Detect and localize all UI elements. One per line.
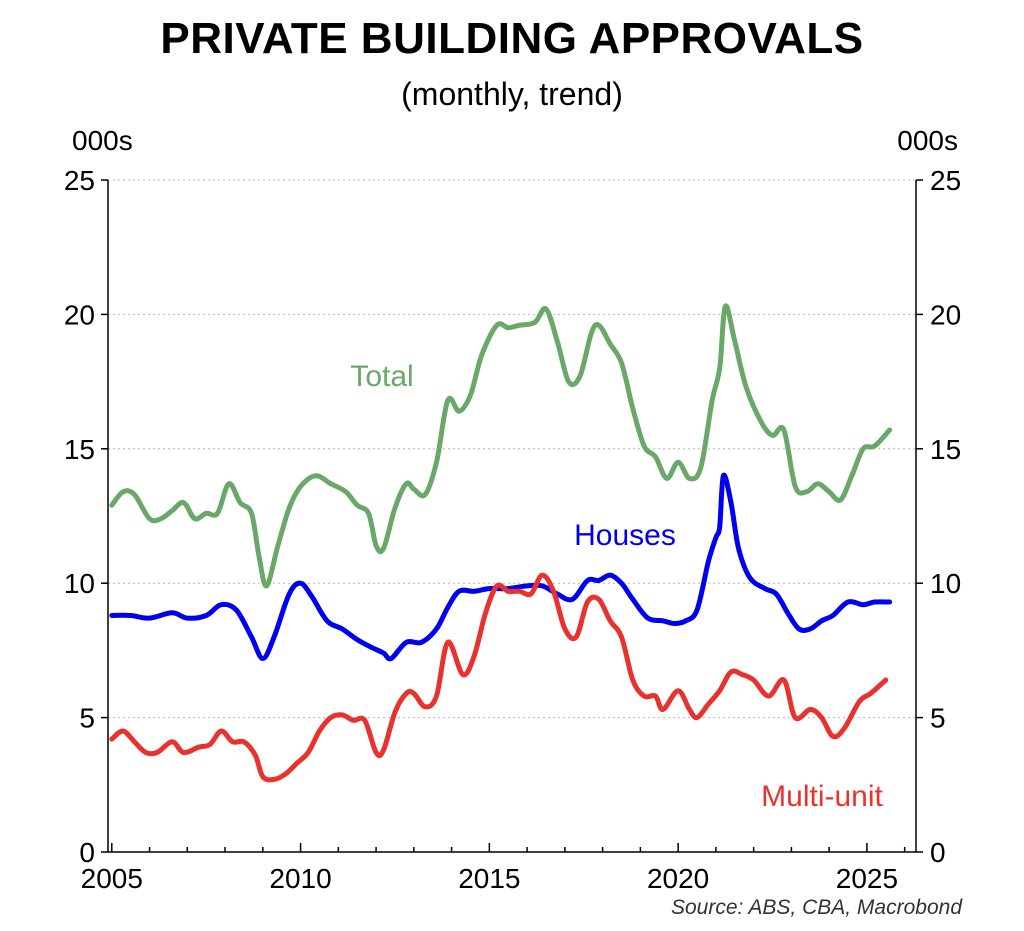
y-tick-label-left: 15 [64, 434, 95, 465]
series-line-total [109, 303, 893, 589]
y-axis-unit-right: 000s [897, 125, 958, 156]
y-tick-label-right: 20 [930, 299, 961, 330]
y-tick-label-right: 10 [930, 568, 961, 599]
series-line-multi-unit [109, 572, 889, 783]
chart-subtitle: (monthly, trend) [401, 76, 623, 112]
series-line-houses [109, 472, 893, 662]
series-labels: Total Houses Multi-unit [350, 360, 883, 813]
series-lines [109, 303, 893, 783]
y-tick-label-right: 25 [930, 165, 961, 196]
y-tick-label-right: 15 [930, 434, 961, 465]
series-label-houses: Houses [574, 519, 676, 552]
y-tick-label-left: 0 [79, 837, 95, 868]
x-tick-label: 2015 [458, 863, 520, 894]
y-tick-label-right: 0 [930, 837, 946, 868]
x-tick-label: 2010 [269, 863, 331, 894]
source-note: Source: ABS, CBA, Macrobond [670, 896, 962, 919]
y-tick-label-left: 25 [64, 165, 95, 196]
chart-title: PRIVATE BUILDING APPROVALS [160, 14, 864, 63]
x-tick-label: 2020 [647, 863, 709, 894]
y-tick-label-left: 5 [79, 703, 95, 734]
x-tick-label: 2005 [81, 863, 143, 894]
y-tick-label-left: 20 [64, 299, 95, 330]
series-label-total: Total [350, 360, 413, 393]
series-label-multi-unit: Multi-unit [761, 780, 883, 813]
y-axis-unit-left: 000s [72, 125, 133, 156]
y-tick-label-right: 5 [930, 703, 946, 734]
y-tick-label-left: 10 [64, 568, 95, 599]
x-tick-label: 2025 [836, 863, 898, 894]
gridlines [108, 179, 916, 719]
